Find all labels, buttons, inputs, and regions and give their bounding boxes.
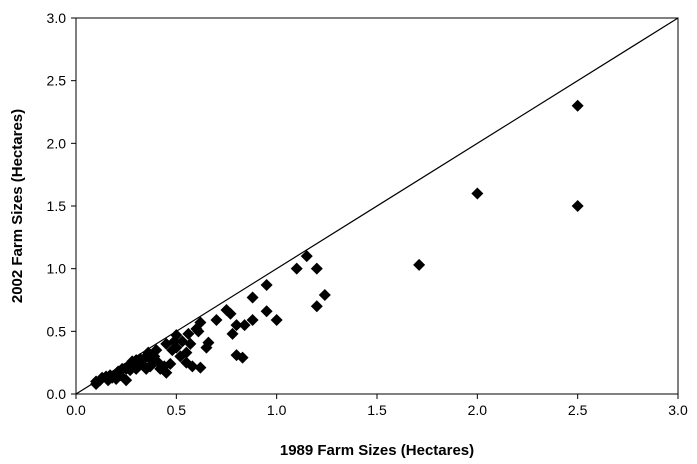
data-point	[184, 337, 197, 350]
y-tick-label: 2.5	[47, 73, 67, 89]
data-point	[236, 351, 249, 364]
y-tick-label: 1.0	[47, 261, 67, 277]
data-point	[160, 366, 173, 379]
data-point	[260, 278, 273, 291]
data-point	[164, 357, 177, 370]
data-point	[310, 262, 323, 275]
data-point	[194, 361, 207, 374]
x-tick-label: 1.5	[367, 402, 387, 418]
y-tick-label: 2.0	[47, 135, 67, 151]
axis-ticks: 0.0 0.5 1.0 1.5 2.0 2.5 3.0 0.0 0.5 1.0 1.5 2.0 2.5 3…	[47, 10, 688, 418]
data-point	[318, 288, 331, 301]
data-point	[226, 327, 239, 340]
x-axis-title: 1989 Farm Sizes (Hectares)	[280, 442, 474, 459]
data-point	[413, 258, 426, 271]
data-point	[192, 325, 205, 338]
x-tick-label: 0.0	[66, 402, 86, 418]
data-point	[224, 307, 237, 320]
x-tick-label: 1.0	[267, 402, 287, 418]
data-point	[210, 314, 223, 327]
data-point	[230, 319, 243, 332]
data-point	[290, 262, 303, 275]
data-point	[471, 187, 484, 200]
data-point	[170, 341, 183, 354]
data-point	[194, 316, 207, 329]
y-axis-title: 2002 Farm Sizes (Hectares)	[9, 109, 26, 303]
data-point	[300, 250, 313, 263]
data-point	[238, 319, 251, 332]
data-point	[182, 327, 195, 340]
x-tick-label: 2.0	[468, 402, 488, 418]
x-tick-label: 3.0	[668, 402, 688, 418]
y-tick-label: 0.5	[47, 323, 67, 339]
data-point	[170, 329, 183, 342]
data-point	[246, 291, 259, 304]
data-points	[90, 99, 584, 390]
data-point	[310, 300, 323, 313]
data-point	[270, 314, 283, 327]
data-point	[571, 99, 584, 112]
x-tick-label: 2.5	[568, 402, 588, 418]
data-point	[571, 200, 584, 212]
data-point	[150, 344, 163, 357]
y-tick-label: 3.0	[47, 10, 67, 26]
data-point	[186, 360, 199, 373]
data-point	[202, 336, 215, 349]
data-point	[246, 314, 259, 327]
x-tick-label: 0.5	[167, 402, 187, 418]
y-tick-label: 0.0	[47, 386, 67, 402]
data-point	[120, 374, 133, 387]
data-point	[260, 305, 273, 318]
y-tick-label: 1.5	[47, 198, 67, 214]
data-point	[180, 346, 193, 359]
